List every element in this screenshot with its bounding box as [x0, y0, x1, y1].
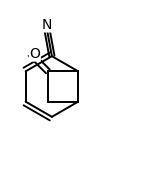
Text: O: O	[29, 47, 40, 61]
Text: N: N	[42, 18, 52, 32]
